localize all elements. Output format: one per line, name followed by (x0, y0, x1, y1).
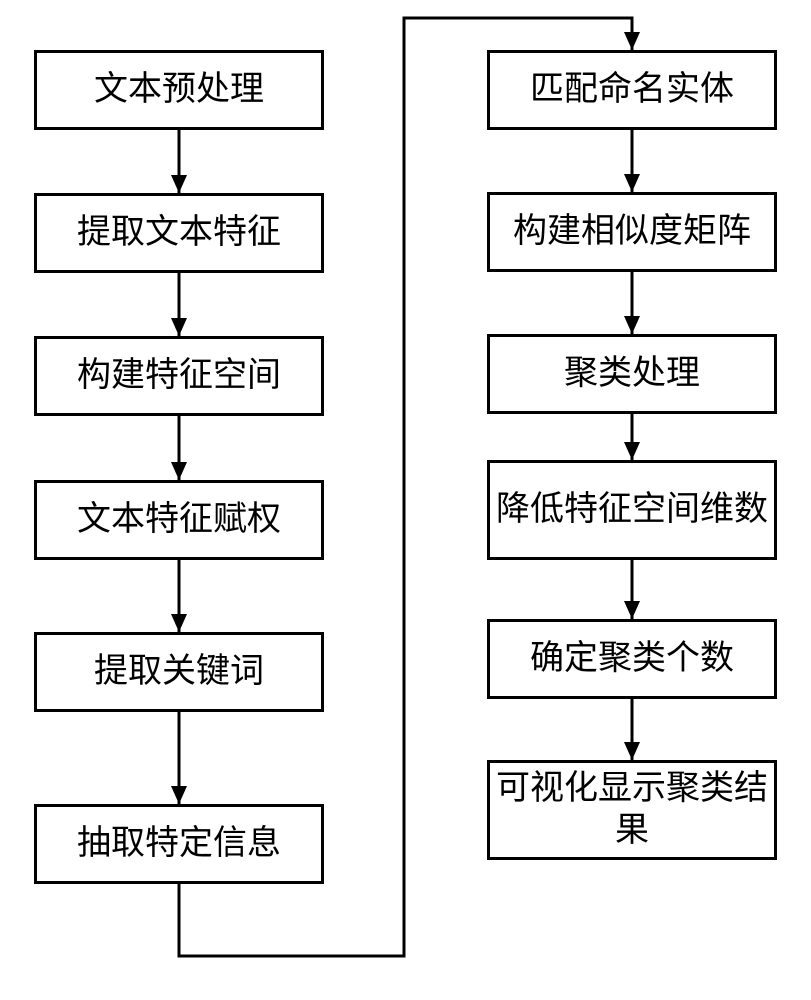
node-match-named-entity: 匹配命名实体 (487, 50, 777, 130)
node-extract-specific-info: 抽取特定信息 (34, 804, 324, 884)
node-clustering: 聚类处理 (487, 334, 777, 414)
node-label: 文本预处理 (94, 69, 264, 112)
node-label: 降低特征空间维数 (496, 489, 768, 532)
node-label: 确定聚类个数 (530, 638, 734, 681)
node-label: 聚类处理 (564, 353, 700, 396)
node-build-similarity-matrix: 构建相似度矩阵 (487, 192, 777, 272)
node-determine-cluster-count: 确定聚类个数 (487, 619, 777, 699)
node-label: 文本特征赋权 (77, 499, 281, 542)
node-reduce-dimensionality: 降低特征空间维数 (487, 460, 777, 560)
node-label: 提取关键词 (94, 651, 264, 694)
node-label: 抽取特定信息 (77, 823, 281, 866)
node-label: 匹配命名实体 (530, 69, 734, 112)
node-label: 提取文本特征 (77, 212, 281, 255)
node-weight-text-features: 文本特征赋权 (34, 480, 324, 560)
node-extract-text-features: 提取文本特征 (34, 193, 324, 273)
node-extract-keywords: 提取关键词 (34, 632, 324, 712)
node-text-preprocess: 文本预处理 (34, 50, 324, 130)
node-label: 可视化显示聚类结果 (496, 768, 768, 853)
node-label: 构建相似度矩阵 (513, 211, 751, 254)
flowchart-canvas: 文本预处理 提取文本特征 构建特征空间 文本特征赋权 提取关键词 抽取特定信息 … (0, 0, 811, 1000)
node-visualize-clusters: 可视化显示聚类结果 (487, 760, 777, 860)
node-build-feature-space: 构建特征空间 (34, 336, 324, 416)
node-label: 构建特征空间 (77, 355, 281, 398)
